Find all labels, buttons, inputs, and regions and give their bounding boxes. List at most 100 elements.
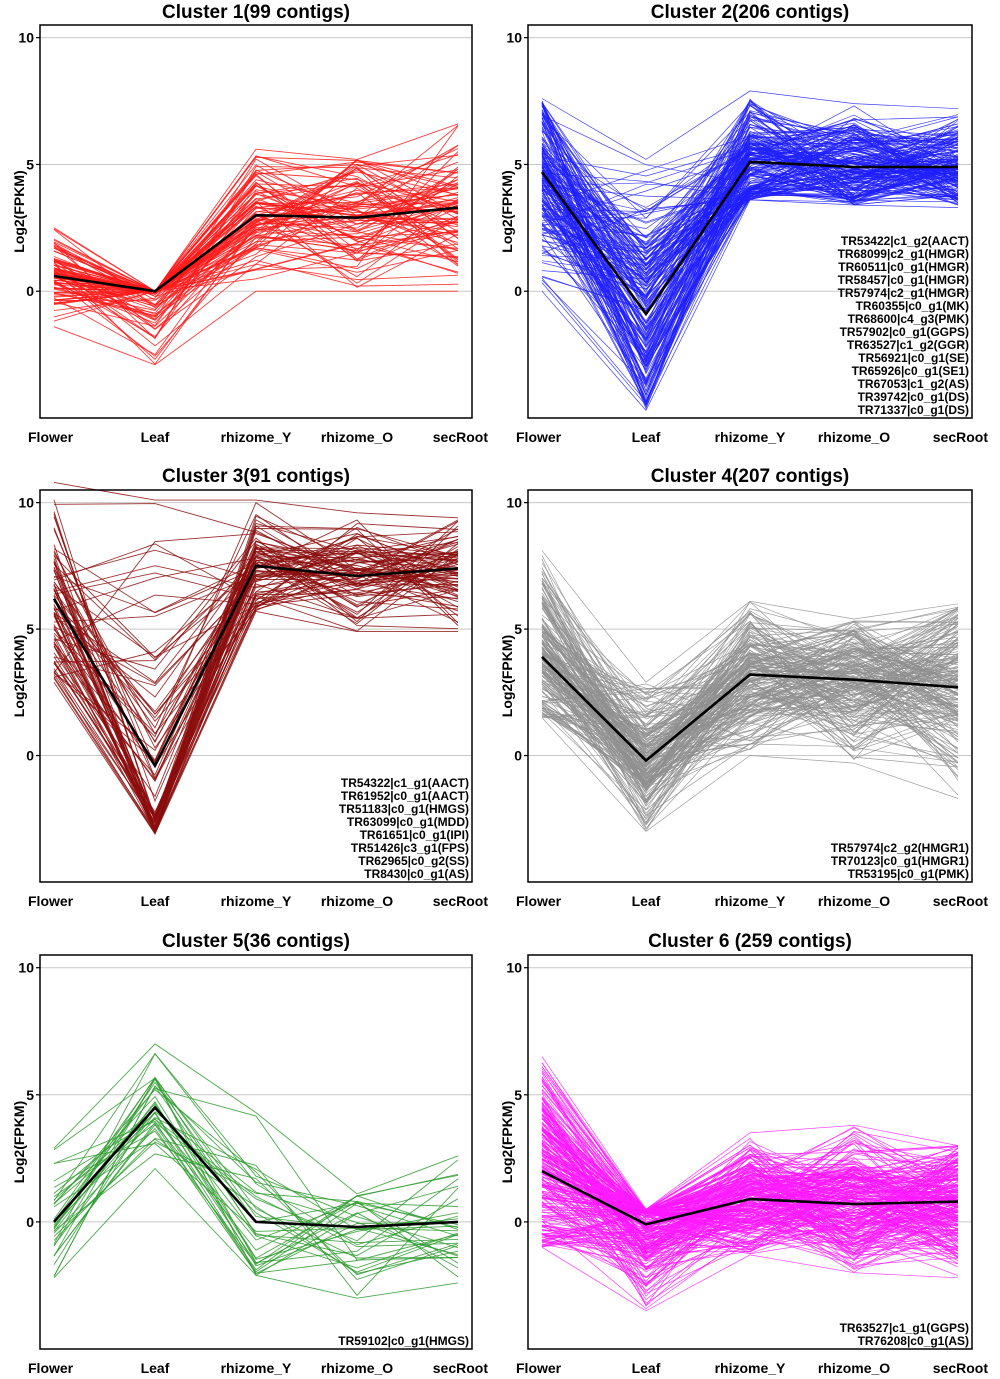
cluster-4-contig-line-83: [541, 562, 959, 730]
cluster-5-contig-line-20: [53, 1118, 459, 1248]
cluster-2-contig-line-186: [541, 111, 959, 219]
cluster-4-panel: Cluster 4(207 contigs) 0 5 10 Log2(FPKM) Flow…: [499, 466, 988, 909]
cluster-5-ytick-label-0: 0: [26, 1214, 34, 1230]
cluster-4-y-axis-label: Log2(FPKM): [499, 635, 515, 717]
cluster-1-contig-line-99: [53, 175, 459, 317]
cluster-2-annotation-5: TR57974|c2_g1(HMGR): [838, 286, 969, 300]
cluster-5-contig-line-14: [53, 1081, 459, 1230]
cluster-1-contig-line-68: [53, 243, 459, 297]
cluster-2-x-label-rhizome-o: rhizome_O: [818, 429, 890, 445]
cluster-5-x-label-secroot: secRoot: [433, 1360, 489, 1376]
cluster-6-contig-line-217: [541, 1128, 959, 1212]
cluster-2-contig-line-203: [541, 152, 959, 331]
cluster-3-x-label-rhizome-o: rhizome_O: [321, 893, 393, 909]
cluster-1-contig-traces: [53, 123, 459, 366]
cluster-4-contig-line-199: [541, 661, 959, 783]
cluster-4-contig-line-89: [541, 614, 959, 742]
cluster-2-contig-line-170: [541, 127, 959, 344]
cluster-4-plot-frame: [527, 489, 973, 883]
cluster-2-ytick-label-2: 10: [506, 30, 522, 46]
cluster-1-contig-line-73: [53, 187, 459, 347]
cluster-2-contig-line-197: [541, 152, 959, 331]
cluster-3-contig-line-60: [53, 589, 459, 833]
cluster-2-contig-line-177: [541, 100, 959, 301]
cluster-4-contig-line-177: [541, 637, 959, 751]
cluster-3-contig-line-61: [53, 550, 459, 831]
cluster-5-x-label-rhizome-o: rhizome_O: [321, 1360, 393, 1376]
cluster-6-x-label-rhizome-y: rhizome_Y: [715, 1360, 786, 1376]
cluster-3-contig-line-56: [53, 516, 459, 803]
cluster-5-ytick-label-2: 10: [18, 960, 34, 976]
cluster-2-annotation-3: TR60511|c0_g1(HMGR): [838, 260, 969, 274]
cluster-2-ytick-label-1: 5: [514, 156, 522, 172]
cluster-2-contig-line-110: [541, 131, 959, 337]
cluster-6-contig-line-238: [541, 1068, 959, 1223]
cluster-4-x-label-secroot: secRoot: [933, 893, 989, 909]
cluster-3-contig-line-83: [53, 527, 459, 822]
cluster-2-annotation-13: TR39742|c0_g1(DS): [858, 390, 969, 404]
cluster-5-mean-line: [53, 1105, 459, 1229]
cluster-1-contig-line-32: [53, 230, 459, 357]
cluster-3-annotation-3: TR51183|c0_g1(HMGS): [339, 802, 469, 816]
cluster-3-contig-line-11: [53, 582, 459, 833]
cluster-2-annotation-11: TR65926|c0_g1(SE1): [852, 364, 969, 378]
cluster-5-contig-line-34: [53, 1153, 459, 1276]
cluster-4-x-label-rhizome-y: rhizome_Y: [715, 893, 786, 909]
cluster-5-contig-line-36: [53, 1087, 459, 1261]
cluster-4-contig-line-197: [541, 633, 959, 734]
cluster-4-ytick-label-0: 0: [514, 748, 522, 764]
cluster-6-contig-line-172: [541, 1085, 959, 1254]
cluster-2-contig-line-148: [541, 157, 959, 408]
cluster-3-contig-line-70: [53, 537, 459, 601]
cluster-2-contig-line-205: [541, 113, 959, 315]
cluster-2-x-label-secroot: secRoot: [933, 429, 989, 445]
cluster-6-panel: Cluster 6 (259 contigs) 0 5 10 Log2(FPKM) Flo…: [499, 931, 988, 1376]
cluster-3-annotation-7: TR62965|c0_g2(SS): [358, 854, 469, 868]
cluster-6-y-axis-label: Log2(FPKM): [499, 1101, 515, 1183]
cluster-4-x-label-rhizome-o: rhizome_O: [818, 893, 890, 909]
cluster-2-ytick-label-0: 0: [514, 283, 522, 299]
cluster-3-contig-line-72: [53, 547, 459, 819]
cluster-6-contig-line-247: [541, 1140, 959, 1248]
cluster-1-panel: Cluster 1(99 contigs) 0 5 10 Log2(FPKM) Flowe…: [11, 2, 488, 445]
cluster-2-title: Cluster 2(206 contigs): [651, 2, 850, 23]
cluster-6-ytick-label-1: 5: [514, 1087, 522, 1103]
cluster-5-contig-line-11: [53, 1138, 459, 1274]
cluster-2-annotation-8: TR57902|c0_g1(GGPS): [840, 325, 969, 339]
cluster-3-contig-line-75: [53, 531, 459, 685]
cluster-6-contig-line-73: [541, 1127, 959, 1241]
cluster-1-contig-line-93: [53, 166, 459, 339]
cluster-4-contig-line-167: [541, 645, 959, 759]
cluster-1-contig-line-92: [53, 211, 459, 301]
cluster-4-contig-line-187: [541, 607, 959, 703]
cluster-1-contig-line-69: [53, 204, 459, 301]
cluster-1-contig-line-77: [53, 153, 459, 292]
cluster-5-contig-line-33: [53, 1121, 459, 1256]
cluster-6-contig-line-183: [541, 1062, 959, 1217]
cluster-5-contig-line-22: [53, 1123, 459, 1251]
cluster-3-contig-line-34: [53, 555, 459, 592]
cluster-6-x-label-rhizome-o: rhizome_O: [818, 1360, 890, 1376]
cluster-2-contig-line-181: [541, 116, 959, 279]
cluster-1-contig-line-94: [53, 201, 459, 314]
cluster-5-contig-line-29: [53, 1112, 459, 1273]
cluster-5-contig-line-13: [53, 1077, 459, 1257]
cluster-2-x-label-flower: Flower: [516, 429, 562, 445]
cluster-6-contig-line-255: [541, 1154, 959, 1246]
cluster-2-contig-line-206: [541, 142, 959, 296]
cluster-4-contig-line-192: [541, 608, 959, 745]
cluster-6-mean-line: [541, 1169, 959, 1226]
cluster-5-x-label-flower: Flower: [28, 1360, 74, 1376]
cluster-4-contig-line-206: [541, 583, 959, 784]
cluster-3-contig-line-86: [53, 550, 459, 744]
cluster-2-contig-line-191: [541, 153, 959, 246]
cluster-3-annotation-2: TR61952|c0_g1(AACT): [341, 789, 469, 803]
cluster-2-contig-line-187: [541, 119, 959, 357]
cluster-6-contig-line-253: [541, 1117, 959, 1211]
cluster-4-contig-line-164: [541, 639, 959, 749]
cluster-3-annotation-6: TR51426|c3_g1(FPS): [351, 841, 469, 855]
cluster-2-contig-line-143: [541, 100, 959, 333]
cluster-5-contig-line-8: [53, 1118, 459, 1264]
cluster-6-contig-line-218: [541, 1168, 959, 1270]
